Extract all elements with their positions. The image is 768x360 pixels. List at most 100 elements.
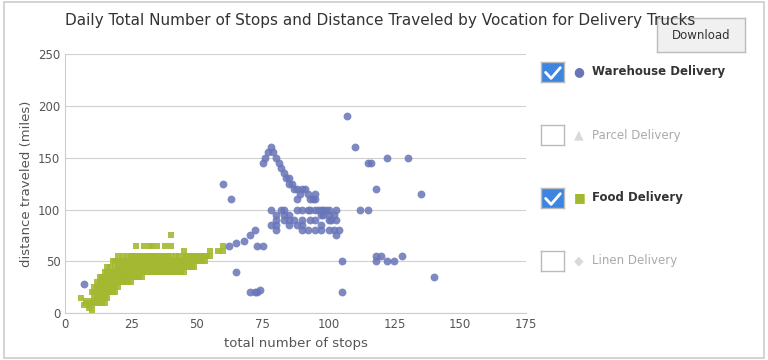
Point xyxy=(154,258,166,264)
Text: Linen Delivery: Linen Delivery xyxy=(592,255,677,267)
Point xyxy=(270,212,282,217)
Point xyxy=(94,300,106,306)
Point xyxy=(301,191,313,197)
Point xyxy=(288,186,300,192)
Point xyxy=(310,217,322,223)
Point xyxy=(270,155,282,161)
Point xyxy=(125,274,137,280)
Point xyxy=(310,228,322,233)
Point xyxy=(125,258,137,264)
Point xyxy=(120,264,132,269)
Point xyxy=(133,253,145,259)
Point xyxy=(177,264,190,269)
Point xyxy=(251,243,263,249)
Point xyxy=(157,269,169,275)
Point xyxy=(125,253,137,259)
Point xyxy=(85,289,98,295)
Point xyxy=(194,253,206,259)
Point xyxy=(275,165,287,171)
Point xyxy=(112,258,124,264)
Point xyxy=(127,274,140,280)
Point xyxy=(328,212,340,217)
Point xyxy=(278,217,290,223)
Point xyxy=(96,279,108,285)
Point xyxy=(370,253,382,259)
Point xyxy=(186,258,198,264)
Point xyxy=(109,269,121,275)
Point xyxy=(164,253,177,259)
Point xyxy=(101,279,114,285)
Point xyxy=(107,274,119,280)
Point xyxy=(122,279,134,285)
Point xyxy=(104,289,116,295)
Point xyxy=(117,264,129,269)
Point xyxy=(114,279,127,285)
Point xyxy=(80,300,92,306)
Point xyxy=(354,207,366,212)
Point xyxy=(135,258,147,264)
Point xyxy=(257,160,269,166)
Point xyxy=(151,243,164,249)
Point xyxy=(283,176,295,181)
Point xyxy=(127,269,140,275)
Point xyxy=(249,228,261,233)
Point xyxy=(107,279,119,285)
Point xyxy=(120,274,132,280)
Point xyxy=(188,253,200,259)
Point xyxy=(217,181,230,186)
Point xyxy=(223,243,235,249)
Point xyxy=(144,258,156,264)
Point xyxy=(107,289,119,295)
Point xyxy=(162,264,174,269)
Point xyxy=(162,258,174,264)
Point xyxy=(91,279,103,285)
Point xyxy=(183,253,195,259)
Point xyxy=(91,300,103,306)
Text: Food Delivery: Food Delivery xyxy=(592,192,683,204)
Point xyxy=(270,222,282,228)
Point xyxy=(310,196,322,202)
Point xyxy=(98,269,111,275)
Point xyxy=(94,274,106,280)
Point xyxy=(167,269,180,275)
Point xyxy=(133,269,145,275)
Point xyxy=(280,176,293,181)
Point xyxy=(264,207,276,212)
Point xyxy=(278,207,290,212)
Point xyxy=(104,269,116,275)
Point xyxy=(88,284,101,290)
Point xyxy=(204,253,217,259)
Point xyxy=(144,269,156,275)
Point xyxy=(146,243,158,249)
Point xyxy=(125,269,137,275)
Point xyxy=(296,228,309,233)
Point xyxy=(186,264,198,269)
Point xyxy=(101,295,114,301)
Point xyxy=(315,212,327,217)
Point xyxy=(135,274,147,280)
Point xyxy=(101,269,114,275)
Point xyxy=(204,248,217,254)
Point xyxy=(341,113,353,119)
Point xyxy=(196,253,208,259)
Point xyxy=(330,207,343,212)
Point xyxy=(98,295,111,301)
Point xyxy=(293,191,306,197)
Point xyxy=(98,300,111,306)
Point xyxy=(323,212,335,217)
Point xyxy=(109,258,121,264)
Point xyxy=(312,207,324,212)
Point xyxy=(283,212,295,217)
Point xyxy=(151,269,164,275)
Point xyxy=(306,196,319,202)
Point xyxy=(144,264,156,269)
Point xyxy=(301,228,313,233)
Point xyxy=(94,289,106,295)
Point xyxy=(288,217,300,223)
Point xyxy=(91,289,103,295)
Point xyxy=(370,186,382,192)
Point xyxy=(190,253,203,259)
Point xyxy=(98,274,111,280)
Point xyxy=(120,279,132,285)
Y-axis label: distance traveled (miles): distance traveled (miles) xyxy=(20,100,32,267)
